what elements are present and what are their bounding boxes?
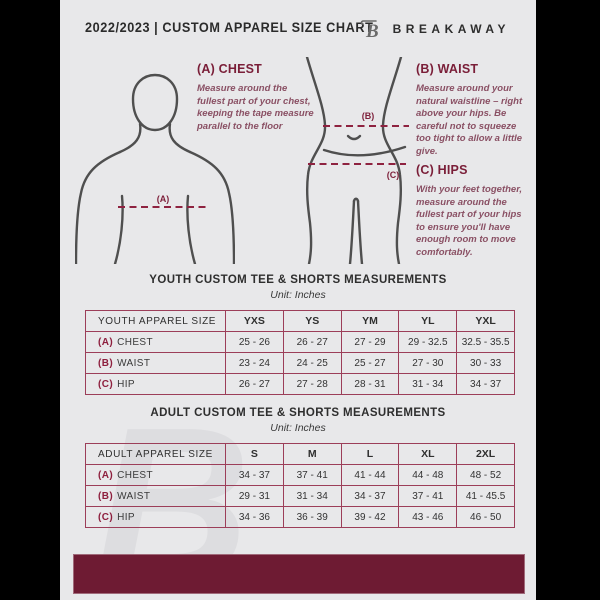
cell: 34 - 37 bbox=[340, 485, 400, 507]
adult-chest-label: (A) CHEST bbox=[85, 464, 226, 486]
youth-chest-label: (A) CHEST bbox=[85, 331, 226, 353]
cell: 44 - 48 bbox=[398, 464, 458, 486]
adult-col-m: M bbox=[282, 443, 342, 465]
instruction-hips-title: (C) HIPS bbox=[416, 163, 468, 177]
cell: 26 - 27 bbox=[225, 373, 284, 395]
youth-col-ys: YS bbox=[282, 310, 342, 332]
instruction-chest: (A) CHEST Measure around the fullest par… bbox=[197, 62, 317, 133]
cell: 46 - 50 bbox=[456, 506, 515, 528]
adult-col-l: L bbox=[340, 443, 400, 465]
youth-header-row: YOUTH APPAREL SIZE YXS YS YM YL YXL bbox=[85, 310, 515, 332]
youth-col-yl: YL bbox=[398, 310, 458, 332]
header: 2022/2023 | CUSTOM APPAREL SIZE CHART B … bbox=[60, 14, 536, 46]
cell: 32.5 - 35.5 bbox=[456, 331, 515, 353]
svg-text:B: B bbox=[365, 21, 379, 42]
lower-body-diagram: (B) (C) bbox=[305, 57, 409, 264]
adult-chest-row: (A) CHEST 34 - 37 37 - 41 41 - 44 44 - 48… bbox=[85, 464, 515, 486]
youth-hip-row: (C) HIP 26 - 27 27 - 28 28 - 31 31 - 34 3… bbox=[85, 373, 515, 395]
cell: 34 - 37 bbox=[225, 464, 284, 486]
youth-table-title: YOUTH CUSTOM TEE & SHORTS MEASUREMENTS bbox=[149, 274, 447, 286]
cell: 24 - 25 bbox=[282, 352, 342, 374]
adult-col-s: S bbox=[225, 443, 284, 465]
cell: 25 - 27 bbox=[340, 352, 400, 374]
cell: 43 - 46 bbox=[398, 506, 458, 528]
cell: 27 - 28 bbox=[282, 373, 342, 395]
youth-waist-row: (B) WAIST 23 - 24 24 - 25 25 - 27 27 - 30… bbox=[85, 352, 515, 374]
adult-hip-row: (C) HIP 34 - 36 36 - 39 39 - 42 43 - 46 4… bbox=[85, 506, 515, 528]
cell: 25 - 26 bbox=[225, 331, 284, 353]
youth-table-unit: Unit: Inches bbox=[270, 289, 326, 301]
cell: 34 - 36 bbox=[225, 506, 284, 528]
instruction-hips: (C) HIPS With your feet together, measur… bbox=[416, 163, 532, 259]
chest-line-label: (A) bbox=[157, 194, 170, 204]
cell: 27 - 30 bbox=[398, 352, 458, 374]
adult-table-unit: Unit: Inches bbox=[270, 422, 326, 434]
cell: 31 - 34 bbox=[282, 485, 342, 507]
measure-prefix: (B) bbox=[98, 357, 114, 369]
instruction-chest-title: (A) CHEST bbox=[197, 62, 262, 76]
adult-col-xl: XL bbox=[398, 443, 458, 465]
size-chart-page: 2022/2023 | CUSTOM APPAREL SIZE CHART B … bbox=[60, 0, 536, 600]
instruction-waist-text: Measure around your natural waistline – … bbox=[416, 83, 523, 157]
torso-diagram: (A) bbox=[75, 73, 235, 264]
cell: 23 - 24 bbox=[225, 352, 284, 374]
instruction-chest-text: Measure around the fullest part of your … bbox=[197, 83, 314, 132]
adult-col-2xl: 2XL bbox=[456, 443, 515, 465]
cell: 30 - 33 bbox=[456, 352, 515, 374]
measure-prefix: (C) bbox=[98, 378, 114, 390]
cell: 29 - 31 bbox=[225, 485, 284, 507]
measure-prefix: (C) bbox=[98, 511, 114, 523]
adult-size-table: ADULT APPAREL SIZE S M L XL 2XL (A) CHEST… bbox=[85, 443, 515, 528]
page-title: 2022/2023 | CUSTOM APPAREL SIZE CHART bbox=[85, 20, 374, 35]
adult-waist-label: (B) WAIST bbox=[85, 485, 226, 507]
cell: 34 - 37 bbox=[456, 373, 515, 395]
brand: B BREAKAWAY bbox=[359, 16, 510, 42]
cell: 28 - 31 bbox=[340, 373, 400, 395]
cell: 26 - 27 bbox=[282, 331, 342, 353]
waist-line-label: (B) bbox=[362, 111, 375, 121]
instruction-hips-text: With your feet together, measure around … bbox=[416, 184, 523, 258]
footer-bar bbox=[73, 554, 525, 594]
measure-prefix: (B) bbox=[98, 490, 114, 502]
adult-header-row: ADULT APPAREL SIZE S M L XL 2XL bbox=[85, 443, 515, 465]
cell: 39 - 42 bbox=[340, 506, 400, 528]
hips-line-label: (C) bbox=[387, 170, 400, 180]
cell: 41 - 44 bbox=[340, 464, 400, 486]
cell: 36 - 39 bbox=[282, 506, 342, 528]
youth-chest-row: (A) CHEST 25 - 26 26 - 27 27 - 29 29 - 32… bbox=[85, 331, 515, 353]
cell: 48 - 52 bbox=[456, 464, 515, 486]
adult-waist-row: (B) WAIST 29 - 31 31 - 34 34 - 37 37 - 41… bbox=[85, 485, 515, 507]
youth-col-yxl: YXL bbox=[456, 310, 515, 332]
cell: 27 - 29 bbox=[340, 331, 400, 353]
measure-prefix: (A) bbox=[98, 469, 114, 481]
youth-size-header: YOUTH APPAREL SIZE bbox=[85, 310, 226, 332]
adult-size-header: ADULT APPAREL SIZE bbox=[85, 443, 226, 465]
youth-waist-label: (B) WAIST bbox=[85, 352, 226, 374]
instruction-waist-title: (B) WAIST bbox=[416, 62, 479, 76]
youth-hip-label: (C) HIP bbox=[85, 373, 226, 395]
cell: 41 - 45.5 bbox=[456, 485, 515, 507]
cell: 31 - 34 bbox=[398, 373, 458, 395]
youth-col-yxs: YXS bbox=[225, 310, 284, 332]
measure-prefix: (A) bbox=[98, 336, 114, 348]
adult-table-title: ADULT CUSTOM TEE & SHORTS MEASUREMENTS bbox=[150, 407, 446, 419]
cell: 37 - 41 bbox=[282, 464, 342, 486]
adult-hip-label: (C) HIP bbox=[85, 506, 226, 528]
cell: 29 - 32.5 bbox=[398, 331, 458, 353]
youth-col-ym: YM bbox=[340, 310, 400, 332]
youth-size-table: YOUTH APPAREL SIZE YXS YS YM YL YXL (A) C… bbox=[85, 310, 515, 395]
brand-name: BREAKAWAY bbox=[392, 22, 510, 36]
instruction-waist: (B) WAIST Measure around your natural wa… bbox=[416, 62, 532, 158]
cell: 37 - 41 bbox=[398, 485, 458, 507]
breakaway-logo-icon: B bbox=[360, 20, 379, 42]
